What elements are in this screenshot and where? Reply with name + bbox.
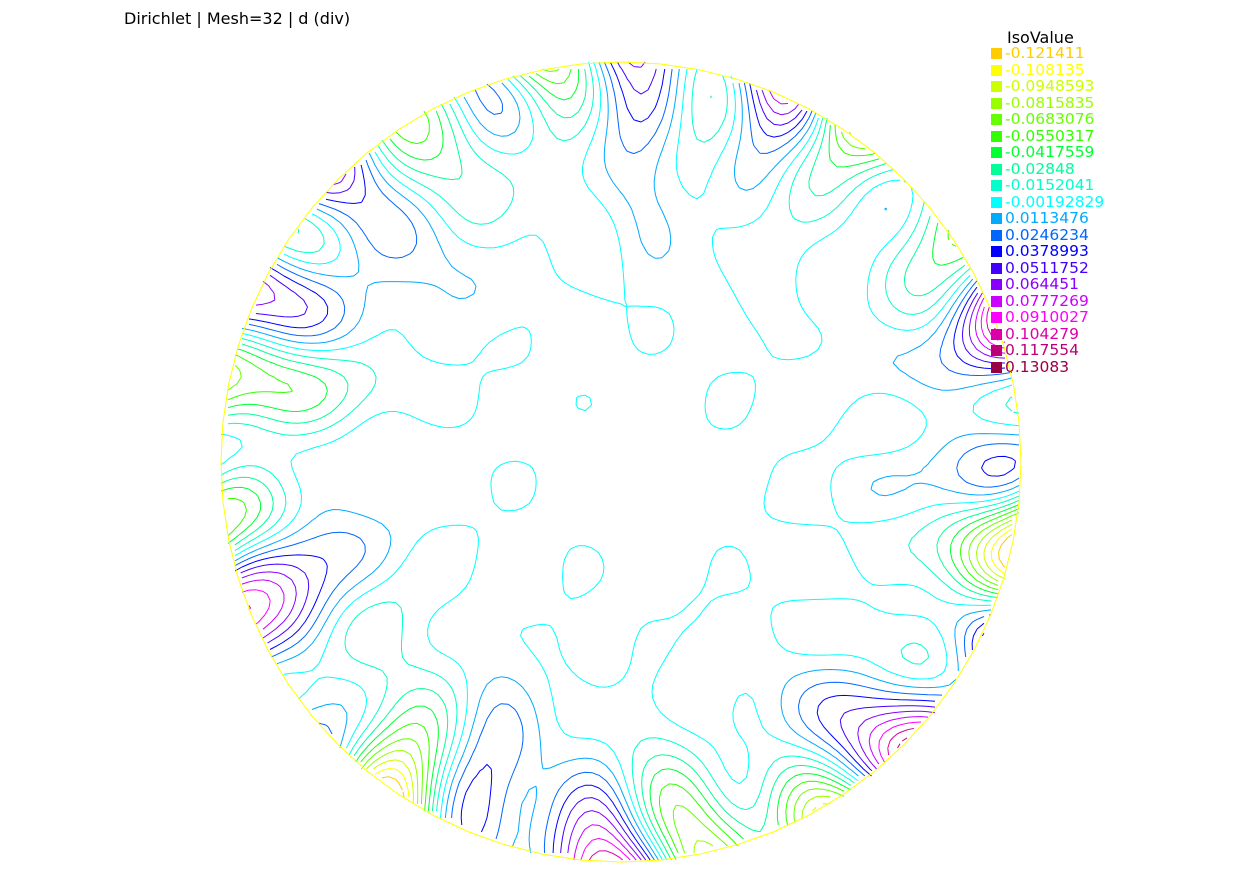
contour-line <box>220 61 1020 861</box>
legend-label: -0.0683076 <box>1005 110 1095 128</box>
legend-label: -0.02848 <box>1005 159 1075 178</box>
contour-line <box>241 61 1006 861</box>
legend-item: 0.0113476 <box>991 210 1089 227</box>
legend-swatch <box>991 213 1002 224</box>
legend-item: 0.064451 <box>991 276 1079 293</box>
legend-item: 0.104279 <box>991 324 1079 343</box>
legend-swatch <box>991 64 1002 76</box>
legend-item: 0.0246234 <box>991 225 1089 244</box>
legend-label: 0.13083 <box>1005 357 1070 376</box>
contour-line <box>373 523 1013 812</box>
legend-item: 0.117554 <box>991 342 1079 359</box>
legend-label: 0.0378993 <box>1005 242 1089 260</box>
legend-label: -0.0550317 <box>1005 126 1095 145</box>
contour-line <box>234 61 1016 861</box>
legend-label: 0.104279 <box>1005 324 1079 343</box>
legend-item: 0.0777269 <box>991 291 1089 310</box>
legend-item: 0.0910027 <box>991 309 1089 326</box>
contour-line <box>248 306 1006 861</box>
legend-swatch <box>991 361 1002 373</box>
contour-line <box>234 61 1020 861</box>
legend-swatch <box>991 48 1002 59</box>
legend-label: -0.0152041 <box>1005 176 1095 194</box>
legend-item: -0.0417559 <box>991 144 1094 161</box>
contour-line <box>227 68 1020 854</box>
legend-item: -0.00192829 <box>991 192 1105 211</box>
legend-swatch <box>991 279 1002 290</box>
legend-swatch <box>991 196 1002 208</box>
legend-swatch <box>991 180 1002 191</box>
legend-swatch <box>991 81 1002 92</box>
legend-item: -0.0683076 <box>991 111 1094 128</box>
legend-label: 0.117554 <box>1005 341 1079 359</box>
legend-label: 0.0910027 <box>1005 308 1089 326</box>
legend-item: -0.0152041 <box>991 177 1094 194</box>
legend-swatch <box>991 97 1002 109</box>
contour-line <box>240 61 1005 861</box>
legend-swatch <box>991 262 1002 274</box>
domain-boundary <box>220 61 1022 863</box>
legend-swatch <box>991 147 1002 158</box>
legend-item: -0.0948593 <box>991 78 1094 95</box>
legend-label: 0.0511752 <box>1005 258 1089 277</box>
contour-line <box>220 68 1020 861</box>
legend-item: -0.0815835 <box>991 93 1095 112</box>
legend-swatch <box>991 130 1002 142</box>
contour-line <box>374 528 1013 798</box>
legend-item: -0.121411 <box>991 45 1085 62</box>
contour-lines <box>220 61 1020 861</box>
contour-line <box>227 68 1020 854</box>
contour-line <box>241 306 1006 861</box>
legend-swatch <box>991 114 1002 125</box>
legend-item: -0.0550317 <box>991 126 1095 145</box>
legend-swatch <box>991 246 1002 257</box>
legend-label: -0.0417559 <box>1005 143 1095 161</box>
legend-label: 0.064451 <box>1005 275 1079 293</box>
contour-line <box>381 534 1013 798</box>
legend-label: -0.108135 <box>1005 60 1085 79</box>
legend-label: 0.0777269 <box>1005 291 1089 310</box>
contour-line <box>234 61 1020 861</box>
legend-swatch <box>991 295 1002 307</box>
contour-line <box>220 61 1020 861</box>
legend-title: IsoValue <box>1007 28 1074 47</box>
contour-line <box>366 131 1020 854</box>
contour-line <box>241 89 1006 861</box>
legend-swatch <box>991 328 1002 340</box>
legend-item: 0.0378993 <box>991 243 1089 260</box>
legend-swatch <box>991 345 1002 356</box>
legend-swatch <box>991 312 1002 323</box>
legend-item: -0.02848 <box>991 159 1075 178</box>
legend-label: -0.121411 <box>1005 44 1085 62</box>
legend-item: 0.13083 <box>991 357 1070 376</box>
legend-label: -0.0815835 <box>1005 93 1095 112</box>
plot-title: Dirichlet | Mesh=32 | d (div) <box>124 9 351 28</box>
legend-item: -0.108135 <box>991 60 1085 79</box>
legend-label: 0.0246234 <box>1005 225 1089 244</box>
legend-item: 0.0511752 <box>991 258 1089 277</box>
legend-label: -0.00192829 <box>1005 192 1105 211</box>
legend-label: 0.0113476 <box>1005 209 1089 227</box>
legend-label: -0.0948593 <box>1005 77 1095 95</box>
legend-swatch <box>991 163 1002 175</box>
legend-swatch <box>991 229 1002 241</box>
contour-line <box>220 68 1020 860</box>
